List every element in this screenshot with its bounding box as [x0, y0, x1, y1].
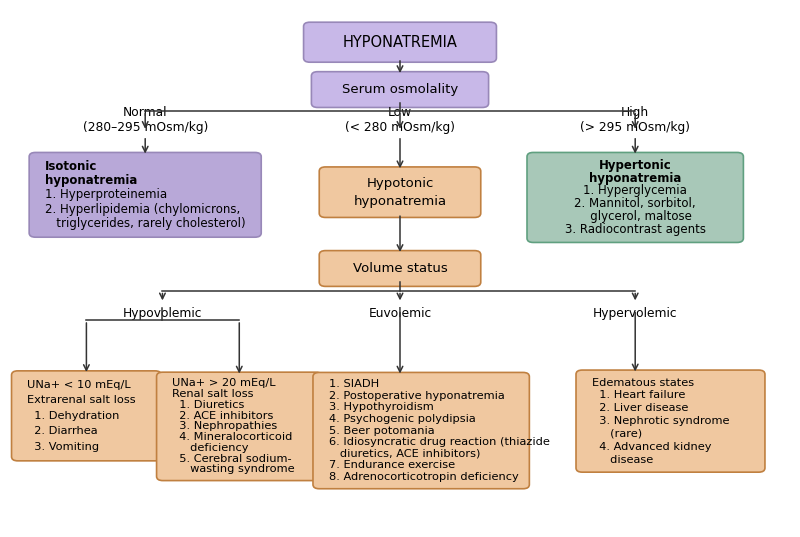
Text: Hypervolemic: Hypervolemic [593, 307, 678, 320]
Text: (rare): (rare) [592, 429, 642, 439]
Text: 1. Hyperproteinemia: 1. Hyperproteinemia [45, 188, 167, 201]
Text: Hypotonic: Hypotonic [366, 177, 434, 190]
Text: 4. Psychogenic polydipsia: 4. Psychogenic polydipsia [329, 414, 475, 424]
Text: Edematous states: Edematous states [592, 378, 694, 388]
Text: Low
(< 280 mOsm/kg): Low (< 280 mOsm/kg) [345, 106, 455, 134]
Text: hyponatremia: hyponatremia [45, 174, 138, 187]
Text: Hypertonic: Hypertonic [599, 158, 671, 172]
Text: UNa+ < 10 mEq/L: UNa+ < 10 mEq/L [27, 380, 131, 390]
Text: Extrarenal salt loss: Extrarenal salt loss [27, 395, 136, 405]
Text: 4. Advanced kidney: 4. Advanced kidney [592, 442, 711, 452]
FancyBboxPatch shape [29, 153, 262, 237]
Text: 3. Radiocontrast agents: 3. Radiocontrast agents [565, 223, 706, 236]
Text: 7. Endurance exercise: 7. Endurance exercise [329, 460, 454, 470]
Text: Normal
(280–295 mOsm/kg): Normal (280–295 mOsm/kg) [82, 106, 208, 134]
Text: High
(> 295 mOsm/kg): High (> 295 mOsm/kg) [580, 106, 690, 134]
Text: 6. Idiosyncratic drug reaction (thiazide: 6. Idiosyncratic drug reaction (thiazide [329, 437, 550, 447]
Text: hyponatremia: hyponatremia [354, 195, 446, 208]
Text: 8. Adrenocorticotropin deficiency: 8. Adrenocorticotropin deficiency [329, 472, 518, 482]
Text: 2. ACE inhibitors: 2. ACE inhibitors [172, 411, 274, 420]
Text: Euvolemic: Euvolemic [368, 307, 432, 320]
Text: Renal salt loss: Renal salt loss [172, 389, 254, 399]
FancyBboxPatch shape [11, 371, 162, 461]
Text: Volume status: Volume status [353, 262, 447, 275]
Text: 2. Liver disease: 2. Liver disease [592, 403, 688, 413]
Text: 2. Diarrhea: 2. Diarrhea [27, 426, 98, 436]
Text: 5. Cerebral sodium-: 5. Cerebral sodium- [172, 454, 292, 463]
Text: wasting syndrome: wasting syndrome [172, 465, 295, 474]
Text: 1. Heart failure: 1. Heart failure [592, 390, 685, 401]
Text: triglycerides, rarely cholesterol): triglycerides, rarely cholesterol) [45, 217, 246, 230]
Text: Isotonic: Isotonic [45, 159, 98, 172]
Text: 2. Postoperative hyponatremia: 2. Postoperative hyponatremia [329, 391, 505, 401]
Text: 1. SIADH: 1. SIADH [329, 379, 379, 389]
Text: 3. Vomiting: 3. Vomiting [27, 441, 99, 452]
FancyBboxPatch shape [576, 370, 765, 472]
FancyBboxPatch shape [319, 251, 481, 286]
Text: HYPONATREMIA: HYPONATREMIA [342, 35, 458, 50]
FancyBboxPatch shape [311, 71, 489, 107]
Text: 4. Mineralocorticoid: 4. Mineralocorticoid [172, 432, 293, 442]
Text: hyponatremia: hyponatremia [589, 171, 682, 185]
Text: 5. Beer potomania: 5. Beer potomania [329, 426, 434, 436]
Text: 1. Dehydration: 1. Dehydration [27, 411, 119, 421]
Text: Hypovolemic: Hypovolemic [122, 307, 202, 320]
Text: UNa+ > 20 mEq/L: UNa+ > 20 mEq/L [172, 379, 276, 388]
FancyBboxPatch shape [313, 373, 530, 489]
Text: glycerol, maltose: glycerol, maltose [578, 211, 692, 223]
Text: 1. Diuretics: 1. Diuretics [172, 400, 245, 410]
Text: 3. Nephrotic syndrome: 3. Nephrotic syndrome [592, 416, 729, 426]
FancyBboxPatch shape [303, 22, 497, 62]
FancyBboxPatch shape [157, 372, 322, 481]
Text: 1. Hyperglycemia: 1. Hyperglycemia [583, 185, 687, 198]
FancyBboxPatch shape [527, 153, 743, 242]
Text: 3. Hypothyroidism: 3. Hypothyroidism [329, 402, 434, 412]
Text: deficiency: deficiency [172, 443, 249, 453]
Text: disease: disease [592, 455, 653, 465]
FancyBboxPatch shape [319, 167, 481, 217]
Text: 2. Hyperlipidemia (chylomicrons,: 2. Hyperlipidemia (chylomicrons, [45, 203, 240, 216]
Text: 3. Nephropathies: 3. Nephropathies [172, 422, 278, 431]
Text: diuretics, ACE inhibitors): diuretics, ACE inhibitors) [329, 449, 480, 459]
Text: Serum osmolality: Serum osmolality [342, 83, 458, 96]
Text: 2. Mannitol, sorbitol,: 2. Mannitol, sorbitol, [574, 198, 696, 211]
